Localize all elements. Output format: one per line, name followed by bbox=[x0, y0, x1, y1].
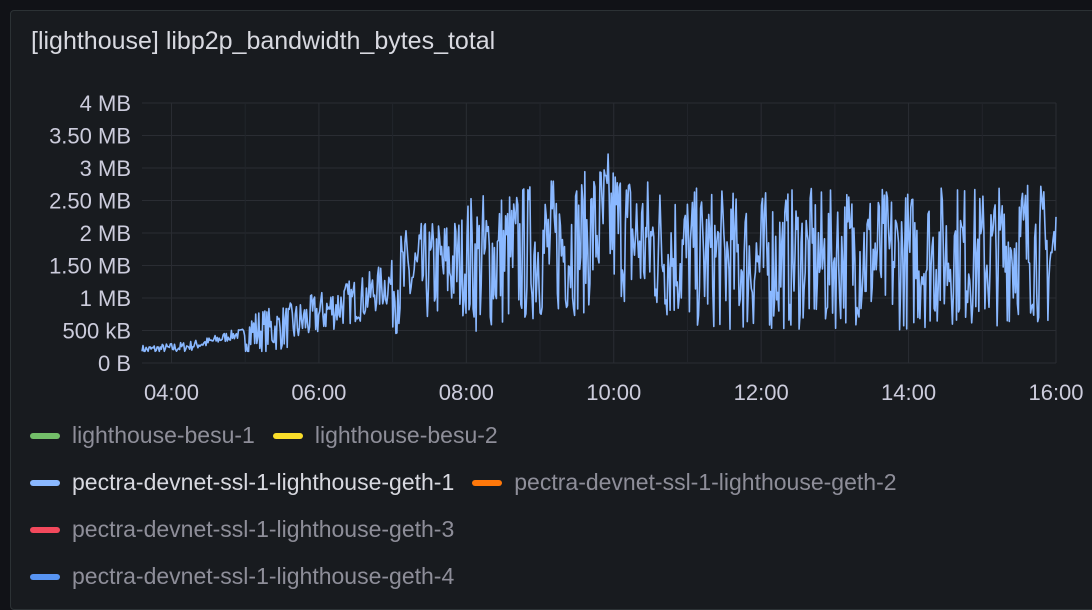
x-tick-label: 14:00 bbox=[881, 380, 936, 405]
y-tick-label: 500 kB bbox=[63, 319, 132, 344]
y-tick-label: 2.50 MB bbox=[49, 189, 131, 214]
legend-row-2: pectra-devnet-ssl-1-lighthouse-geth-1 pe… bbox=[30, 459, 1090, 506]
chart-series bbox=[141, 153, 1057, 353]
legend-row-1: lighthouse-besu-1 lighthouse-besu-2 bbox=[30, 412, 1090, 459]
x-tick-label: 06:00 bbox=[291, 380, 346, 405]
legend-label: pectra-devnet-ssl-1-lighthouse-geth-4 bbox=[72, 563, 455, 589]
legend-item-geth-1[interactable]: pectra-devnet-ssl-1-lighthouse-geth-1 bbox=[30, 469, 454, 496]
legend-label: pectra-devnet-ssl-1-lighthouse-geth-1 bbox=[72, 469, 455, 495]
panel-title[interactable]: [lighthouse] libp2p_bandwidth_bytes_tota… bbox=[31, 27, 496, 55]
panel: [lighthouse] libp2p_bandwidth_bytes_tota… bbox=[10, 10, 1092, 610]
legend-swatch bbox=[30, 479, 60, 486]
y-tick-label: 0 B bbox=[98, 351, 131, 376]
x-tick-label: 16:00 bbox=[1028, 380, 1083, 405]
y-tick-label: 3 MB bbox=[80, 156, 131, 181]
legend-item-geth-4[interactable]: pectra-devnet-ssl-1-lighthouse-geth-4 bbox=[30, 563, 454, 590]
legend-item-lighthouse-besu-1[interactable]: lighthouse-besu-1 bbox=[30, 422, 255, 449]
legend-row-4: pectra-devnet-ssl-1-lighthouse-geth-4 bbox=[30, 553, 1090, 600]
legend-label: lighthouse-besu-1 bbox=[72, 422, 255, 448]
y-tick-label: 1 MB bbox=[80, 286, 131, 311]
legend: lighthouse-besu-1 lighthouse-besu-2 pect… bbox=[30, 412, 1090, 600]
y-tick-label: 4 MB bbox=[80, 91, 131, 116]
legend-swatch bbox=[30, 573, 60, 580]
line-chart: 0 B 500 kB 1 MB 1.50 MB 2 MB 2.50 MB 3 MB 3.50 … bbox=[49, 91, 1084, 405]
legend-item-geth-3[interactable]: pectra-devnet-ssl-1-lighthouse-geth-3 bbox=[30, 516, 454, 543]
legend-label: pectra-devnet-ssl-1-lighthouse-geth-3 bbox=[72, 516, 455, 542]
y-axis: 0 B 500 kB 1 MB 1.50 MB 2 MB 2.50 MB 3 MB 3.50 … bbox=[49, 91, 131, 376]
legend-item-lighthouse-besu-2[interactable]: lighthouse-besu-2 bbox=[272, 422, 498, 449]
legend-swatch bbox=[30, 526, 60, 533]
legend-label: lighthouse-besu-2 bbox=[314, 422, 498, 448]
x-tick-label: 10:00 bbox=[586, 380, 641, 405]
legend-item-geth-2[interactable]: pectra-devnet-ssl-1-lighthouse-geth-2 bbox=[472, 469, 897, 496]
legend-swatch bbox=[272, 432, 303, 439]
x-axis: 04:00 06:00 08:00 10:00 12:00 14:00 16:00 bbox=[144, 380, 1084, 405]
legend-row-3: pectra-devnet-ssl-1-lighthouse-geth-3 bbox=[30, 506, 1090, 553]
legend-label: pectra-devnet-ssl-1-lighthouse-geth-2 bbox=[514, 469, 897, 495]
x-tick-label: 08:00 bbox=[439, 380, 494, 405]
series-line bbox=[141, 153, 1057, 353]
y-tick-label: 2 MB bbox=[80, 221, 131, 246]
x-tick-label: 12:00 bbox=[734, 380, 789, 405]
legend-swatch bbox=[30, 432, 60, 439]
x-tick-label: 04:00 bbox=[144, 380, 199, 405]
y-tick-label: 1.50 MB bbox=[49, 254, 131, 279]
legend-swatch bbox=[472, 479, 503, 486]
y-tick-label: 3.50 MB bbox=[49, 124, 131, 149]
